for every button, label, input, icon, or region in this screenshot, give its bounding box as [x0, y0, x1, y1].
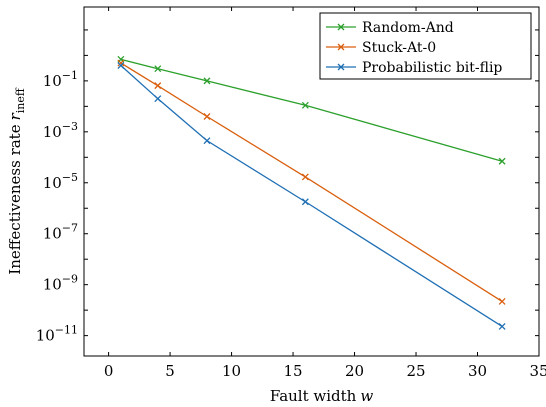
legend-label: Probabilistic bit-flip — [362, 60, 502, 76]
x-tick-label: 10 — [222, 362, 241, 380]
y-axis-title-subscript: ineff — [14, 87, 27, 113]
x-tick-label: 25 — [406, 362, 425, 380]
y-tick-label: 10−11 — [36, 324, 78, 345]
data-point — [117, 59, 125, 67]
data-point — [498, 157, 506, 165]
legend-label: Stuck-At-0 — [362, 40, 436, 56]
legend: Random-And Stuck-At-0 Probabilistic bit-fl… — [319, 12, 532, 80]
x-tick-label: 35 — [529, 362, 546, 380]
y-axis-title: Ineffectiveness rate rineff — [6, 87, 27, 275]
y-tick-label: 10−7 — [43, 222, 78, 243]
data-point — [498, 297, 506, 305]
axes: 0 5 10 15 20 25 30 35 10−1 10−3 10−5 10−7 10−9 10−11 — [36, 6, 546, 380]
x-axis-title: Fault width w — [270, 387, 374, 405]
x-tick-label: 30 — [468, 362, 487, 380]
x-axis-title-var: w — [360, 387, 373, 405]
legend-swatch-marker — [337, 43, 345, 51]
x-tick-label: 15 — [284, 362, 303, 380]
legend-swatch-marker — [337, 23, 345, 31]
y-axis-title-var: r — [6, 112, 24, 120]
y-axis-title-text: Ineffectiveness rate — [6, 124, 24, 274]
y-tick-label: 10−5 — [43, 171, 78, 192]
data-point — [154, 95, 162, 103]
data-point — [301, 198, 309, 206]
data-point — [154, 65, 162, 73]
y-tick-label: 10−9 — [43, 273, 78, 294]
data-point — [154, 82, 162, 90]
legend-box — [319, 12, 532, 80]
y-tick-label: 10−3 — [43, 120, 78, 141]
plot-frame — [83, 6, 540, 357]
series-line-2 — [120, 65, 503, 327]
data-point — [203, 137, 211, 145]
legend-label: Random-And — [362, 20, 454, 36]
y-tick-label: 10−1 — [43, 69, 78, 90]
data-point — [203, 77, 211, 85]
x-tick-label: 0 — [104, 362, 114, 380]
data-point — [301, 101, 309, 109]
x-tick-label: 5 — [165, 362, 175, 380]
series-group — [117, 55, 506, 330]
data-point — [203, 113, 211, 120]
data-point — [117, 62, 125, 69]
data-point — [301, 173, 309, 181]
x-tick-label: 20 — [345, 362, 364, 380]
series-line-1 — [120, 62, 503, 302]
x-axis-title-text: Fault width — [270, 387, 357, 405]
data-point — [498, 322, 506, 330]
legend-swatch-marker — [337, 63, 345, 71]
